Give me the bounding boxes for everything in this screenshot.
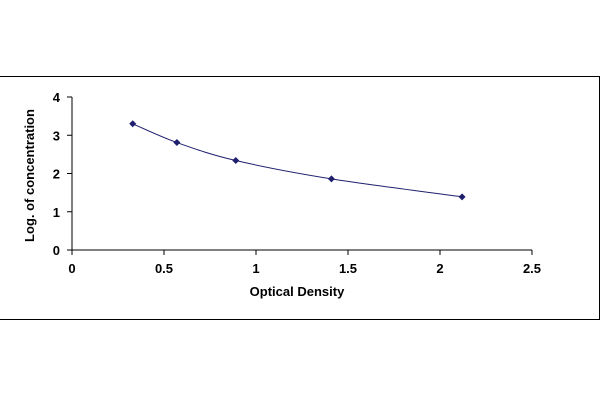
y-tick-label: 2 <box>53 167 60 182</box>
data-point-marker <box>173 139 181 147</box>
data-point-marker <box>129 120 137 128</box>
data-point-marker <box>232 156 240 164</box>
x-tick-label: 1 <box>252 261 259 276</box>
ticks: 0 0.5 1 1.5 2 2.5 0 1 2 3 4 <box>53 90 541 276</box>
x-tick-label: 2 <box>436 261 443 276</box>
y-tick-label: 3 <box>53 128 60 143</box>
chart-frame: 0 0.5 1 1.5 2 2.5 0 1 2 3 4 Optical Density Log. o… <box>0 76 600 320</box>
chart-svg: 0 0.5 1 1.5 2 2.5 0 1 2 3 4 Optical Density Log. o… <box>22 90 541 299</box>
y-tick-label: 4 <box>53 90 61 105</box>
y-tick-label: 0 <box>53 243 60 258</box>
data-point-marker <box>458 193 466 201</box>
y-tick-label: 1 <box>53 205 60 220</box>
x-tick-label: 0.5 <box>155 261 173 276</box>
curve-layer <box>132 123 463 198</box>
data-point-marker <box>327 175 335 183</box>
x-tick-label: 1.5 <box>339 261 357 276</box>
x-axis-title: Optical Density <box>250 284 345 299</box>
x-tick-label: 0 <box>68 261 75 276</box>
points-layer <box>129 120 466 201</box>
fit-curve-line <box>132 123 463 198</box>
y-axis-title: Log. of concentration <box>22 109 37 242</box>
x-tick-label: 2.5 <box>523 261 541 276</box>
